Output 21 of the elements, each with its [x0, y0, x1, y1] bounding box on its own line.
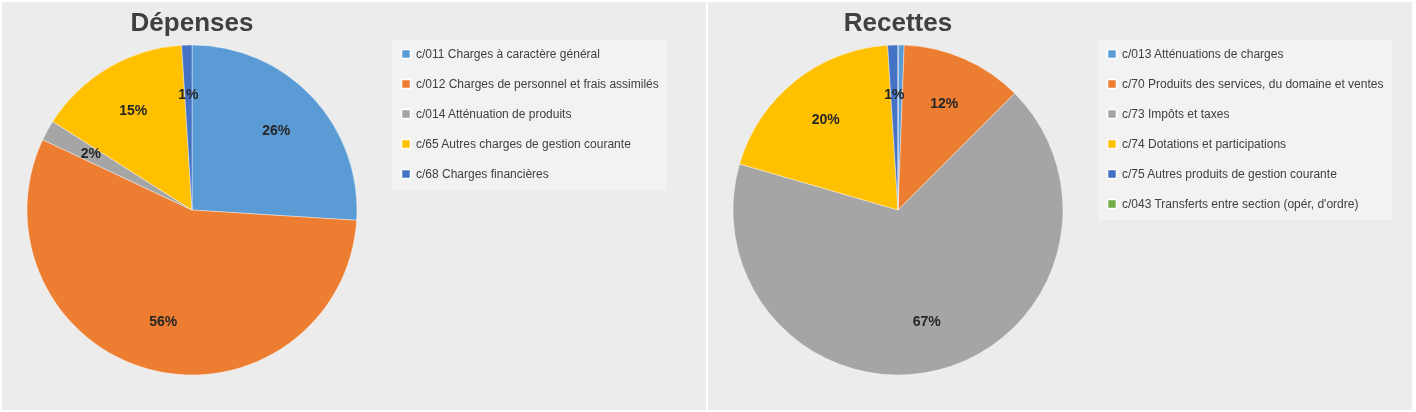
- data-label: 67%: [912, 312, 942, 329]
- legend-label: c/70 Produits des services, du domaine et ventes: [1122, 77, 1384, 91]
- data-label: 20%: [811, 110, 841, 127]
- data-label: 56%: [149, 312, 178, 329]
- data-label: 1%: [884, 85, 906, 102]
- data-label: 12%: [930, 95, 959, 112]
- data-label: 2%: [80, 145, 102, 162]
- legend-label: c/012 Charges de personnel et frais assimilés: [416, 77, 659, 91]
- data-label: 26%: [262, 121, 291, 138]
- legend-label: c/013 Atténuations de charges: [1122, 47, 1284, 61]
- legend-label: c/043 Transferts entre section (opér, d'ordre): [1122, 197, 1359, 211]
- legend-label: c/014 Atténuation de produits: [416, 107, 572, 121]
- legend-label: c/73 Impôts et taxes: [1122, 107, 1230, 121]
- legend-label: c/75 Autres produits de gestion courante: [1122, 167, 1338, 181]
- legend-label: c/65 Autres charges de gestion courante: [416, 137, 632, 151]
- data-label: 15%: [119, 101, 148, 118]
- legend-label: c/74 Dotations et participations: [1122, 137, 1287, 151]
- chart-title: Recettes: [843, 7, 953, 37]
- legend-label: c/68 Charges financières: [416, 167, 549, 181]
- legend-label: c/011 Charges à caractère général: [416, 47, 600, 61]
- chart-title: Dépenses: [130, 7, 254, 37]
